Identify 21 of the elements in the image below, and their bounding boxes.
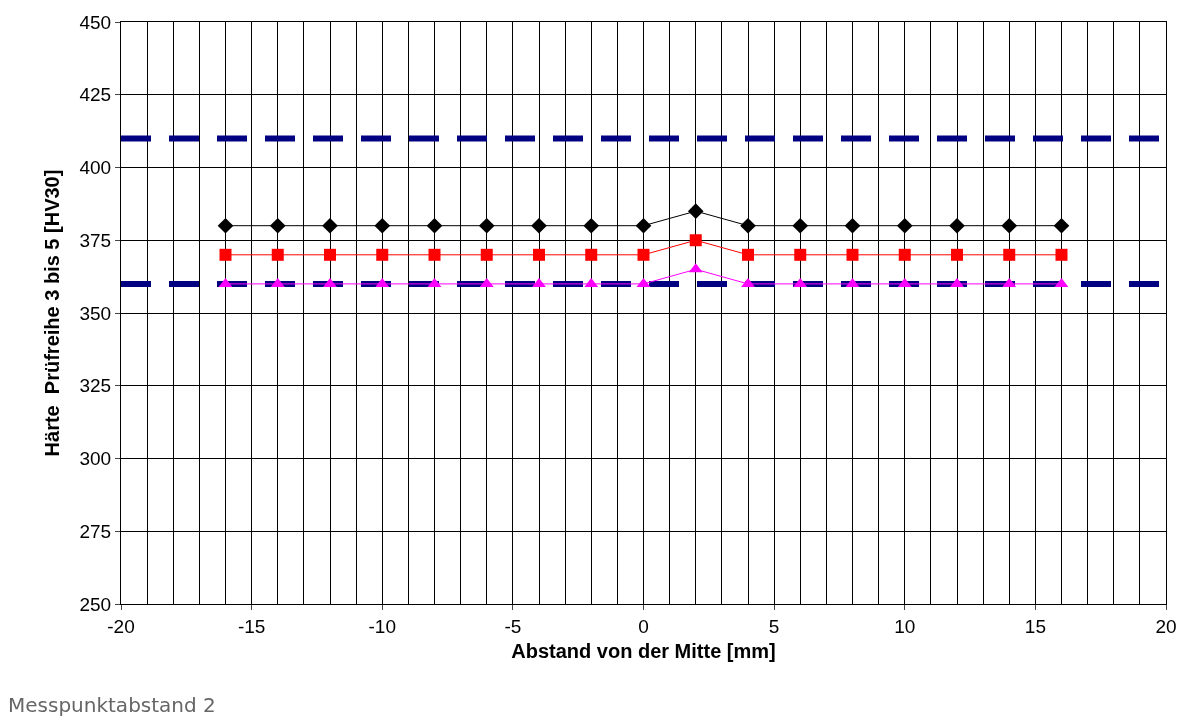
y-tick-label: 450 <box>79 11 112 33</box>
text: Messpunktabstand 2 <box>8 693 216 717</box>
x-tick-label: 20 <box>1155 615 1177 637</box>
y-tick-label: 250 <box>79 593 112 615</box>
y-tick-label: 325 <box>79 375 112 397</box>
x-tick-label: 15 <box>1024 615 1046 637</box>
x-tick-label: 10 <box>894 615 916 637</box>
y-tick-label: 375 <box>79 229 112 251</box>
y-tick-label: 300 <box>79 448 112 470</box>
x-tick-label: -20 <box>107 615 135 637</box>
x-tick-label: -5 <box>504 615 522 637</box>
x-tick-label: 5 <box>768 615 780 637</box>
y-tick-label: 425 <box>79 84 112 106</box>
x-tick-label: -15 <box>237 615 266 637</box>
y-tick-label: 400 <box>79 157 112 179</box>
y-tick-label: 350 <box>79 302 112 324</box>
y-tick-label: 275 <box>79 520 112 542</box>
x-tick-label: 0 <box>638 615 649 637</box>
y-axis-title: Härte Prüfreihe 3 bis 5 [HV30] <box>41 169 63 457</box>
x-tick-label: -10 <box>368 615 396 637</box>
x-axis-title: Abstand von der Mitte [mm] <box>511 640 776 663</box>
